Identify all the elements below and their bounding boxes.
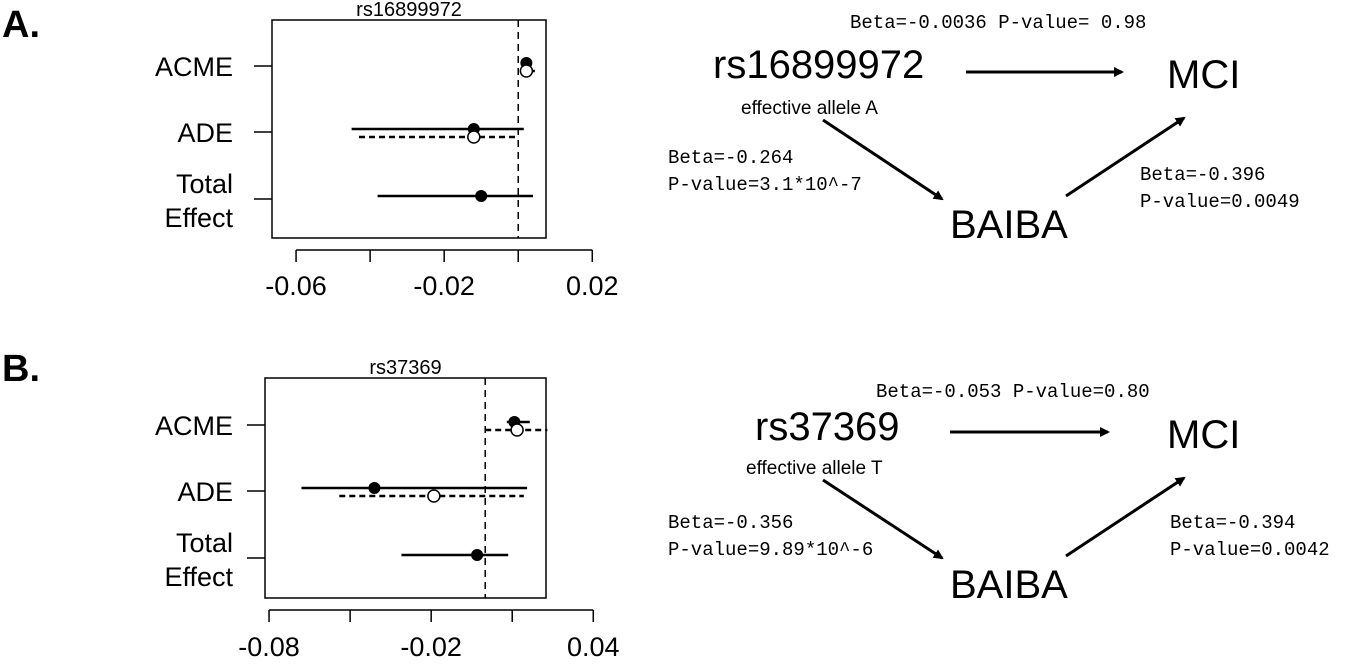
path-b-arrow xyxy=(1065,476,1186,558)
exposure-node: rs37369 xyxy=(755,405,900,449)
x-tick-label: -0.02 xyxy=(400,632,462,662)
path-b-beta: Beta=-0.394 xyxy=(1170,512,1295,534)
path-a-pvalue: P-value=9.89*10^-6 xyxy=(668,539,873,561)
x-tick-label: 0.02 xyxy=(566,271,619,301)
mediator-node: BAIBA xyxy=(950,563,1068,607)
path-b-pvalue: P-value=0.0049 xyxy=(1140,191,1300,213)
path-b-pvalue: P-value=0.0042 xyxy=(1170,539,1330,561)
category-label: Total xyxy=(176,169,233,199)
point-estimate-filled xyxy=(475,190,488,202)
category-label: ADE xyxy=(177,477,233,507)
path-a-beta: Beta=-0.264 xyxy=(668,147,793,169)
exposure-node: rs16899972 xyxy=(713,43,924,87)
plot-title: rs37369 xyxy=(369,357,441,379)
allele-label: effective allele T xyxy=(746,458,883,479)
x-tick-label: 0.04 xyxy=(567,632,620,662)
path-b-arrow xyxy=(1065,116,1186,198)
path-a-pvalue: P-value=3.1*10^-7 xyxy=(668,174,862,196)
outcome-node: MCI xyxy=(1167,53,1240,97)
x-tick-label: -0.08 xyxy=(238,632,300,662)
panel-b-label: B. xyxy=(2,348,40,390)
outcome-node: MCI xyxy=(1167,413,1240,457)
point-estimate-open xyxy=(510,423,524,437)
plot-frame xyxy=(271,19,547,239)
category-label: ADE xyxy=(177,118,233,148)
category-label: Total xyxy=(176,528,233,558)
point-estimate-open xyxy=(427,489,441,503)
x-tick-label: -0.06 xyxy=(265,271,327,301)
point-estimate-open xyxy=(467,130,481,144)
direct-effect-label: Beta=-0.0036 P-value= 0.98 xyxy=(850,12,1146,34)
path-a-beta: Beta=-0.356 xyxy=(668,512,793,534)
category-label: Effect xyxy=(164,203,233,233)
direct-effect-label: Beta=-0.053 P-value=0.80 xyxy=(876,381,1150,403)
path-a-arrow xyxy=(822,118,944,201)
category-label: ACME xyxy=(155,52,233,82)
path-a-arrow xyxy=(822,478,944,560)
panel-a-label: A. xyxy=(2,4,40,46)
mediator-node: BAIBA xyxy=(950,203,1068,247)
point-estimate-filled xyxy=(471,549,484,561)
category-label: ACME xyxy=(155,411,233,441)
point-estimate-open xyxy=(519,64,534,78)
plot-frame xyxy=(264,377,547,599)
x-tick-label: -0.02 xyxy=(413,271,475,301)
path-b-beta: Beta=-0.396 xyxy=(1140,164,1265,186)
plot-title: rs16899972 xyxy=(356,0,462,21)
point-estimate-filled xyxy=(368,482,381,494)
allele-label: effective allele A xyxy=(741,98,878,119)
category-label: Effect xyxy=(164,562,233,592)
